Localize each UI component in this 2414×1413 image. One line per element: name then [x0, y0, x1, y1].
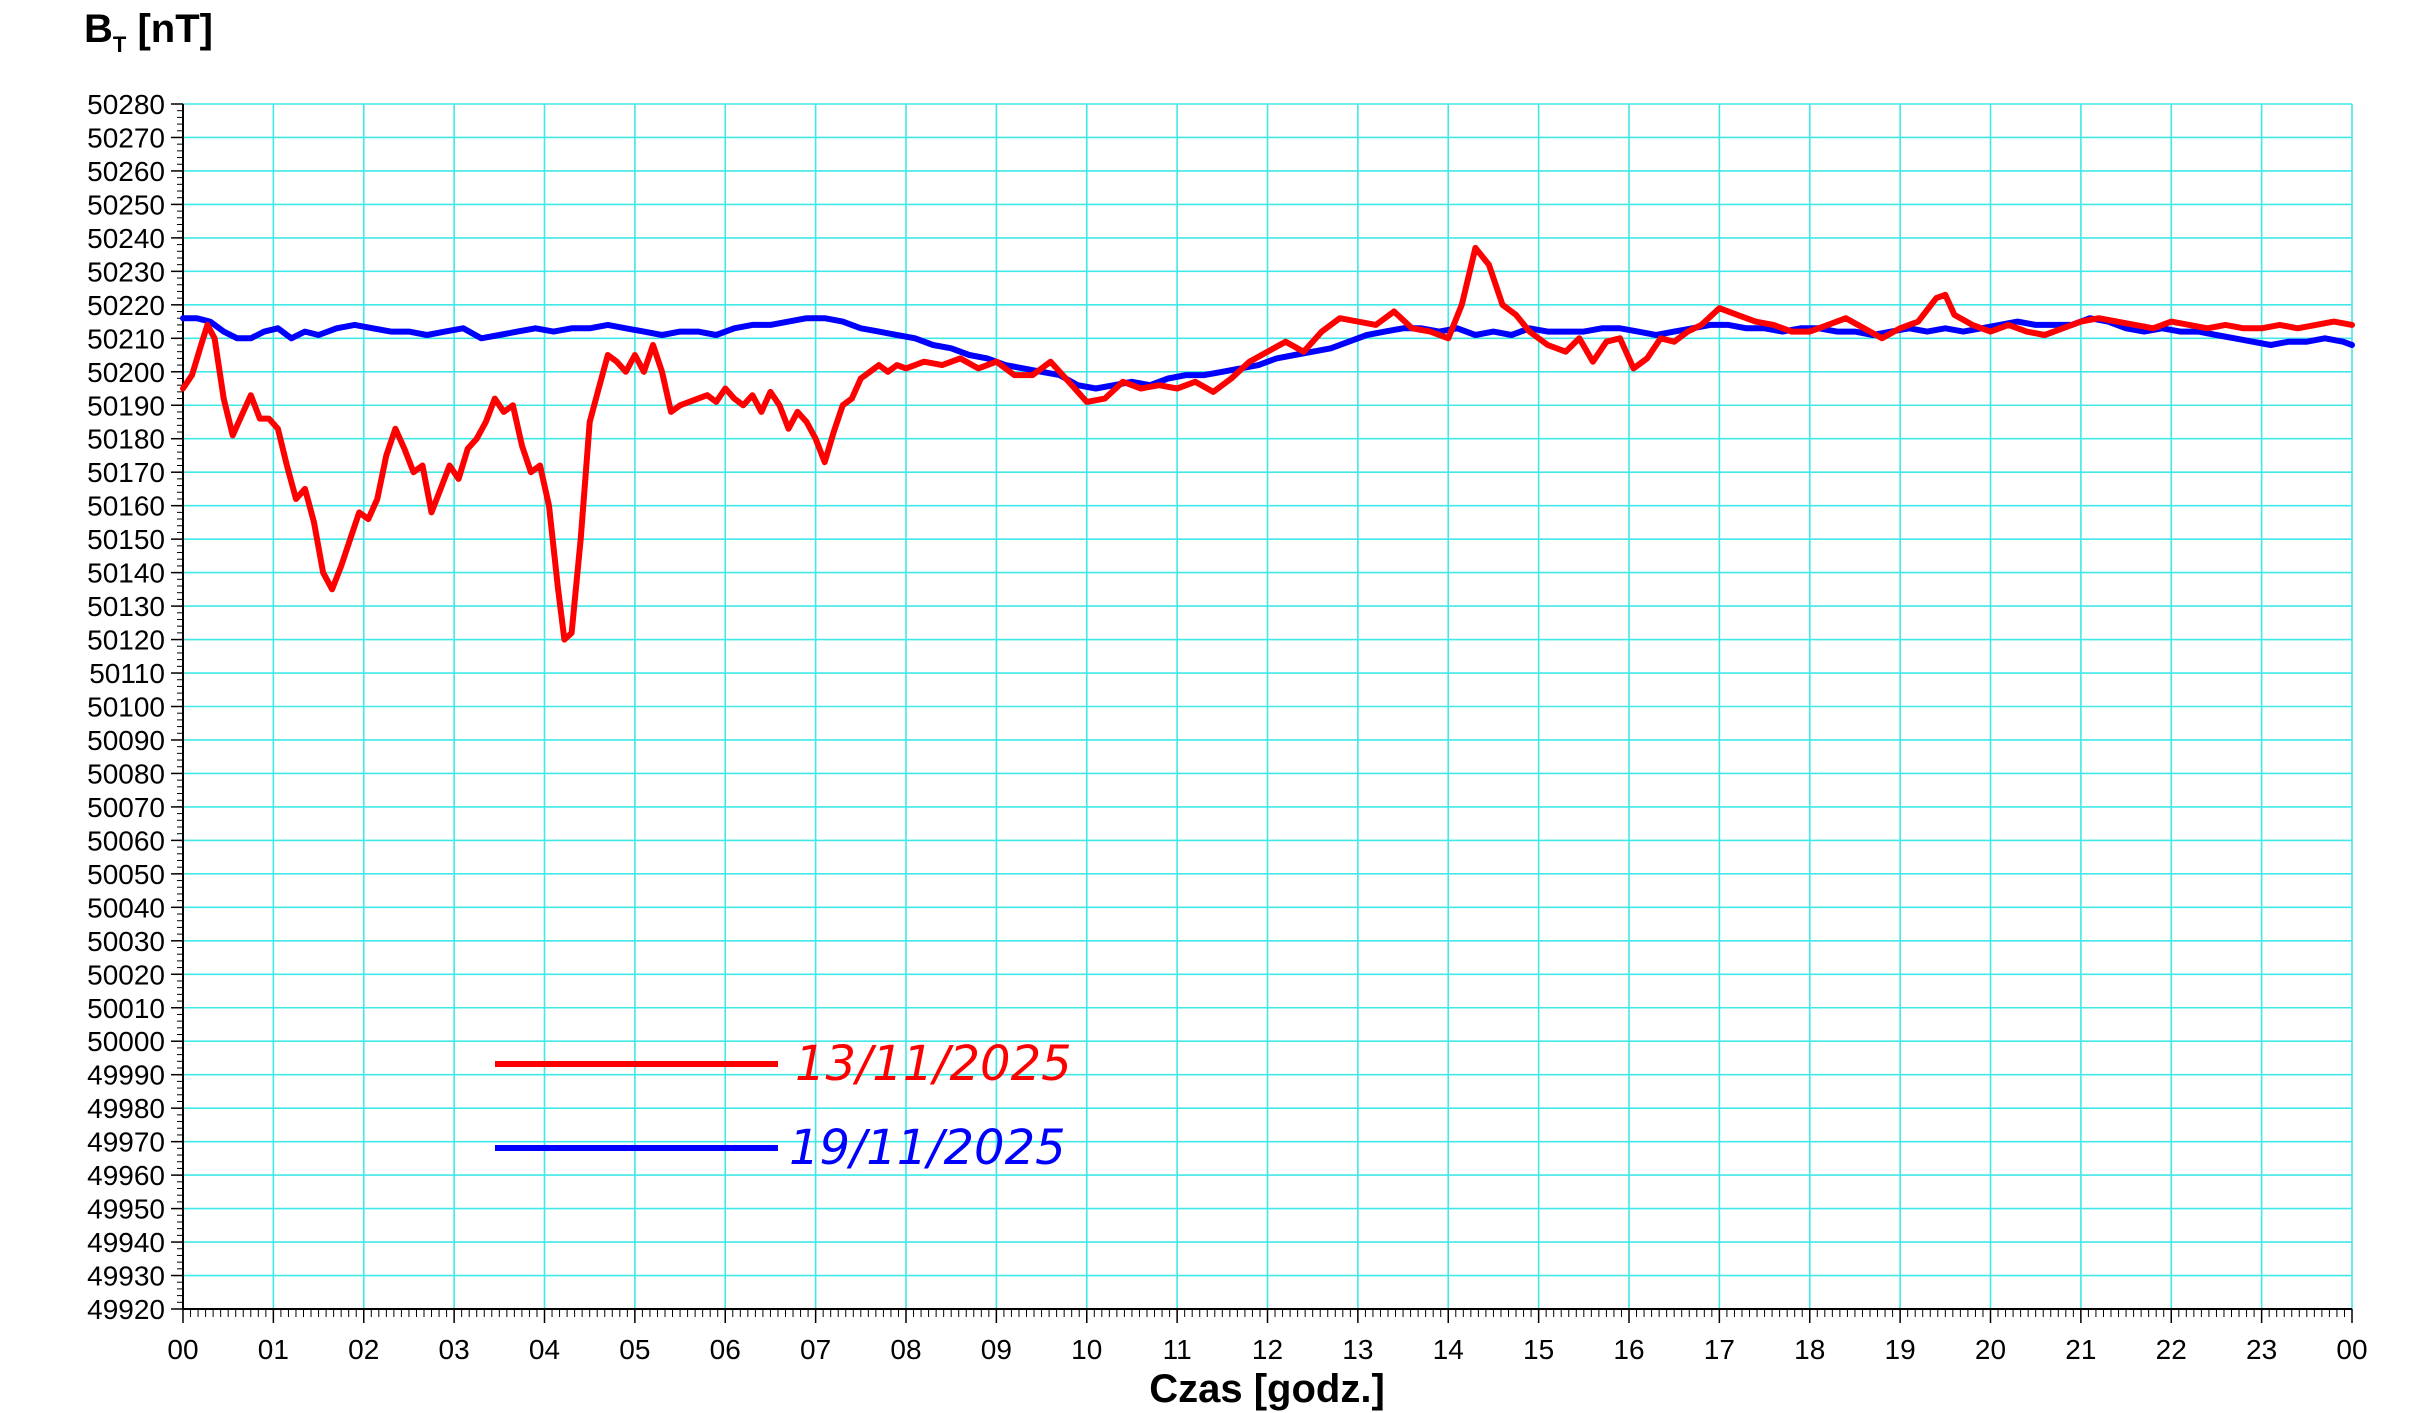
- y-tick-label: 50000: [87, 1026, 165, 1057]
- y-tick-label: 50140: [87, 558, 165, 589]
- chart-title: BT [nT]: [84, 7, 213, 57]
- x-tick-label: 12: [1252, 1334, 1283, 1365]
- x-tick-label: 04: [529, 1334, 560, 1365]
- y-axis-ticks: 4992049930499404995049960499704998049990…: [87, 89, 183, 1325]
- legend-label: 13/11/2025: [795, 1036, 1072, 1092]
- y-tick-label: 50210: [87, 323, 165, 354]
- x-tick-label: 19: [1885, 1334, 1916, 1365]
- x-tick-label: 18: [1794, 1334, 1825, 1365]
- chart-series: [180, 244, 2355, 643]
- y-tick-label: 49930: [87, 1261, 165, 1292]
- y-tick-label: 49950: [87, 1194, 165, 1225]
- x-tick-label: 00: [2336, 1334, 2367, 1365]
- x-tick-label: 03: [439, 1334, 470, 1365]
- x-tick-label: 21: [2065, 1334, 2096, 1365]
- y-tick-label: 50110: [89, 658, 165, 689]
- y-tick-label: 50120: [87, 625, 165, 656]
- y-tick-label: 50260: [87, 156, 165, 187]
- x-tick-label: 05: [619, 1334, 650, 1365]
- y-tick-label: 49940: [87, 1227, 165, 1258]
- y-tick-label: 50060: [87, 825, 165, 856]
- y-tick-label: 49970: [87, 1127, 165, 1158]
- x-tick-label: 07: [800, 1334, 831, 1365]
- x-tick-label: 15: [1523, 1334, 1554, 1365]
- x-tick-label: 11: [1163, 1334, 1192, 1365]
- x-tick-label: 17: [1704, 1334, 1735, 1365]
- x-tick-label: 06: [710, 1334, 741, 1365]
- x-tick-label: 23: [2246, 1334, 2277, 1365]
- y-tick-label: 50070: [87, 792, 165, 823]
- y-tick-label: 50230: [87, 256, 165, 287]
- y-tick-label: 50080: [87, 758, 165, 789]
- y-tick-label: 49960: [87, 1160, 165, 1191]
- series-line: [180, 315, 2355, 392]
- x-tick-label: 10: [1071, 1334, 1102, 1365]
- y-tick-label: 49920: [87, 1294, 165, 1325]
- x-axis-ticks: 00 01 02 03 04 05 06 07 08 09 10 11 12 13 14 15 16 17 18 19…: [167, 1309, 2368, 1365]
- x-tick-label: 13: [1342, 1334, 1373, 1365]
- y-tick-label: 50090: [87, 725, 165, 756]
- y-tick-label: 49980: [87, 1093, 165, 1124]
- y-tick-label: 50010: [87, 993, 165, 1024]
- y-tick-label: 50220: [87, 290, 165, 321]
- y-tick-label: 50270: [87, 122, 165, 153]
- x-tick-label: 22: [2156, 1334, 2187, 1365]
- x-tick-label: 02: [348, 1334, 379, 1365]
- y-tick-label: 50280: [87, 89, 165, 120]
- y-tick-label: 50040: [87, 892, 165, 923]
- x-tick-label: 09: [981, 1334, 1012, 1365]
- x-tick-label: 14: [1433, 1334, 1464, 1365]
- y-tick-label: 50030: [87, 926, 165, 957]
- y-tick-label: 50020: [87, 959, 165, 990]
- x-tick-label: 16: [1613, 1334, 1644, 1365]
- y-tick-label: 50200: [87, 357, 165, 388]
- y-tick-label: 50190: [87, 390, 165, 421]
- x-tick-label: 20: [1975, 1334, 2006, 1365]
- y-tick-label: 49990: [87, 1060, 165, 1091]
- x-axis-label: Czas [godz.]: [1149, 1367, 1385, 1411]
- chart-legend: 13/11/2025 19/11/2025: [495, 1036, 1072, 1176]
- chart-grid: [183, 103, 2353, 1309]
- y-tick-label: 50170: [87, 457, 165, 488]
- y-tick-label: 50050: [87, 859, 165, 890]
- x-tick-label: 08: [890, 1334, 921, 1365]
- x-tick-label: 00: [167, 1334, 198, 1365]
- series-line: [180, 244, 2355, 643]
- y-tick-label: 50180: [87, 424, 165, 455]
- x-tick-label: 01: [258, 1334, 289, 1365]
- y-tick-label: 50250: [87, 189, 165, 220]
- y-tick-label: 50100: [87, 692, 165, 723]
- y-tick-label: 50240: [87, 223, 165, 254]
- y-tick-label: 50150: [87, 524, 165, 555]
- y-tick-label: 50160: [87, 491, 165, 522]
- y-tick-label: 50130: [87, 591, 165, 622]
- legend-label: 19/11/2025: [789, 1120, 1066, 1176]
